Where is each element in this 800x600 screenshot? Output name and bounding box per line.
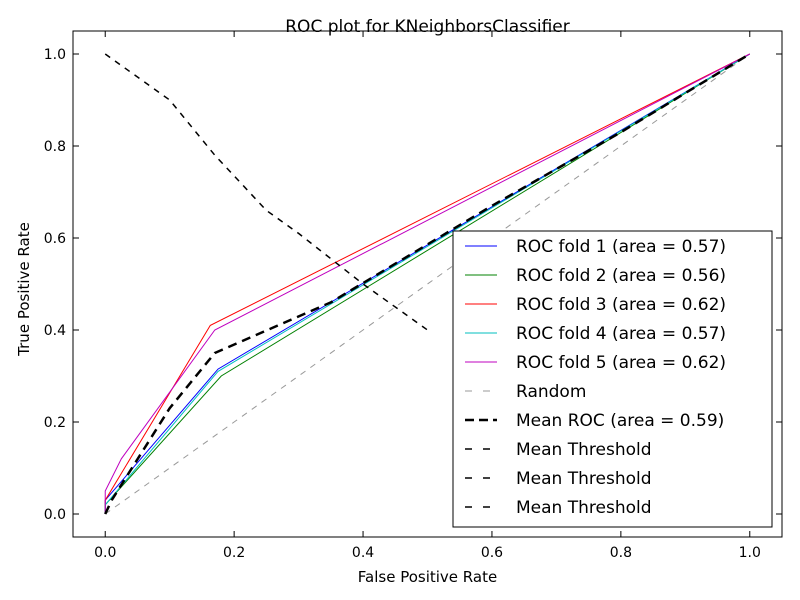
legend-label: Mean Threshold [516,498,652,518]
legend-entry: ROC fold 2 (area = 0.56) [465,266,726,286]
legend: ROC fold 1 (area = 0.57) ROC fold 2 (area… [452,230,773,528]
legend-entries: ROC fold 1 (area = 0.57) ROC fold 2 (area… [465,237,726,518]
y-tick-label: 0.0 [44,507,66,523]
legend-label: ROC fold 1 (area = 0.57) [516,237,726,257]
x-axis-label: False Positive Rate [358,568,497,586]
legend-label: Mean Threshold [516,440,652,460]
legend-label: ROC fold 4 (area = 0.57) [516,324,726,344]
plot-frame [72,30,783,538]
series-line-5 [104,53,750,514]
chart-title: ROC plot for KNeighborsClassifier [285,17,569,37]
legend-label: Mean ROC (area = 0.59) [516,411,724,431]
ticks-layer: 0.0 0.2 0.4 0.6 0.8 1.0 0.0 0.2 0.4 0.6 0.8 1.0 [44,31,782,561]
y-tick-label: 0.4 [44,323,66,339]
x-tick-label: 0.4 [352,545,374,561]
legend-entry: Mean ROC (area = 0.59) [465,411,724,431]
legend-entry: Random [465,382,586,402]
legend-entry: Mean Threshold [465,498,652,518]
x-tick-label: 0.0 [94,545,116,561]
x-tick-label: 0.2 [223,545,245,561]
x-tick-label: 1.0 [739,545,761,561]
y-tick-label: 1.0 [44,47,66,63]
series-layer [104,52,751,515]
legend-box [452,230,773,528]
legend-label: ROC fold 5 (area = 0.62) [516,353,726,373]
y-tick-label: 0.2 [44,415,66,431]
legend-entry: Mean Threshold [465,469,652,489]
legend-entry: ROC fold 4 (area = 0.57) [465,324,726,344]
y-axis-label: True Positive Rate [15,222,33,357]
series-line-8 [104,53,428,331]
legend-label: ROC fold 2 (area = 0.56) [516,266,726,286]
legend-entry: ROC fold 5 (area = 0.62) [465,353,726,373]
y-tick-label: 0.8 [44,139,66,155]
legend-entry: ROC fold 3 (area = 0.62) [465,295,726,315]
legend-label: Random [516,382,586,402]
legend-entry: ROC fold 1 (area = 0.57) [465,237,726,257]
legend-label: ROC fold 3 (area = 0.62) [516,295,726,315]
legend-entry: Mean Threshold [465,440,652,460]
legend-label: Mean Threshold [516,469,652,489]
x-tick-label: 0.6 [481,545,503,561]
y-tick-label: 0.6 [44,231,66,247]
x-tick-label: 0.8 [610,545,632,561]
series-line-7 [104,52,751,515]
